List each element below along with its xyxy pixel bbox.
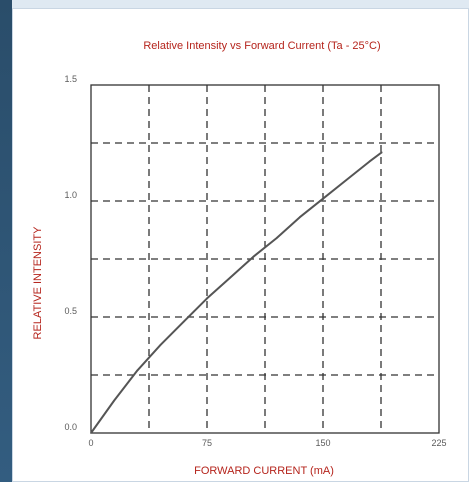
data-point-0-2 <box>136 369 139 372</box>
y-tick-label-3: 1.5 <box>64 74 77 84</box>
data-point-0-9 <box>299 216 301 219</box>
x-axis-label: FORWARD CURRENT (mA) <box>194 465 334 477</box>
data-point-0-13 <box>380 151 383 154</box>
data-point-0-1 <box>113 399 115 402</box>
left-decorative-strip <box>0 0 12 482</box>
data-point-0-7 <box>252 255 255 258</box>
data-point-0-10 <box>322 197 324 200</box>
y-ticks: 0.0 0.5 1.0 1.5 <box>64 74 77 432</box>
data-point-0-8 <box>275 237 278 239</box>
data-point-0-0 <box>90 432 92 434</box>
data-point-0-12 <box>368 160 371 163</box>
y-tick-label-1: 0.5 <box>64 306 77 316</box>
plot-frame <box>90 84 440 434</box>
data-point-0-4 <box>183 320 185 323</box>
series-layer <box>90 151 383 434</box>
x-ticks: 0 75 150 225 <box>88 438 446 448</box>
y-tick-label-0: 0.0 <box>64 422 77 432</box>
series-line-0 <box>90 151 383 434</box>
grid <box>91 85 439 433</box>
y-tick-label-2: 1.0 <box>64 190 77 200</box>
data-point-0-6 <box>229 276 231 279</box>
x-tick-label-1: 75 <box>202 438 212 448</box>
data-point-0-3 <box>159 344 162 346</box>
x-tick-label-2: 150 <box>315 438 330 448</box>
x-tick-label-0: 0 <box>88 438 93 448</box>
y-axis-label: RELATIVE INTENSITY <box>32 226 44 340</box>
data-point-0-5 <box>206 297 208 300</box>
data-point-0-11 <box>345 179 348 181</box>
x-tick-label-3: 225 <box>431 438 446 448</box>
chart-title: Relative Intensity vs Forward Current (T… <box>143 40 380 52</box>
